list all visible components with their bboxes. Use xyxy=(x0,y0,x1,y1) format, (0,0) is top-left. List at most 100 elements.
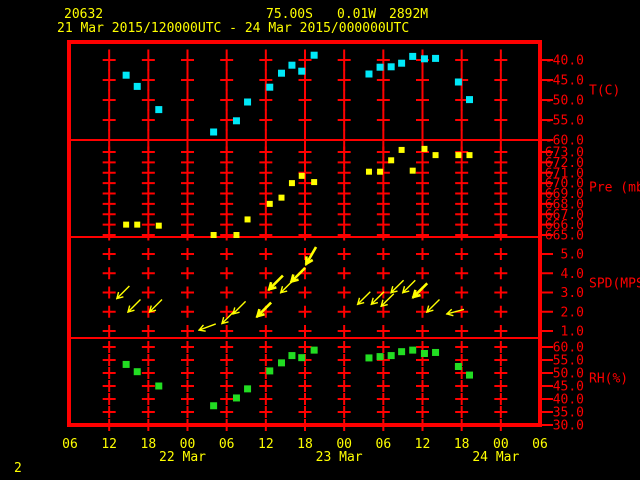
relative-humidity-point xyxy=(288,352,296,360)
relative-humidity-point xyxy=(122,360,130,368)
wind-arrow xyxy=(445,308,465,317)
panel-unit-label: Pre (mb) xyxy=(589,181,640,196)
wind-arrow xyxy=(255,301,273,319)
x-hour-label: 06 xyxy=(219,437,235,452)
temperature-point xyxy=(232,117,240,125)
station-latitude: 75.00S xyxy=(266,7,313,22)
wind-arrow xyxy=(289,266,307,284)
x-hour-label: 12 xyxy=(258,437,274,452)
temperature-point xyxy=(398,59,406,67)
x-date-label: 24 Mar xyxy=(472,450,519,465)
panel-unit-label: SPD(MPS) xyxy=(589,277,640,292)
x-date-label: 22 Mar xyxy=(159,450,206,465)
y-tick-label: -60.0 xyxy=(545,134,584,149)
y-tick-label: 669.0 xyxy=(545,187,584,202)
relative-humidity-point xyxy=(365,354,373,362)
pressure-point xyxy=(432,152,439,159)
relative-humidity-point xyxy=(409,346,417,354)
pressure-point xyxy=(388,157,395,164)
relative-humidity-point xyxy=(454,363,462,370)
pressure-point xyxy=(377,168,384,175)
temperature-point xyxy=(244,98,252,106)
relative-humidity-point xyxy=(376,353,384,361)
relative-humidity-point xyxy=(298,354,306,362)
pressure-point xyxy=(244,216,251,223)
station-elevation: 2892M xyxy=(389,7,429,22)
pressure-point xyxy=(233,232,240,238)
pressure-point xyxy=(466,152,473,159)
wind-arrow xyxy=(380,293,395,308)
temperature-point xyxy=(376,63,384,71)
y-tick-label: -55.0 xyxy=(545,114,584,129)
wind-arrow xyxy=(411,282,429,299)
x-hour-label: 18 xyxy=(141,437,157,452)
y-tick-label: 50.0 xyxy=(553,367,584,382)
pressure-point xyxy=(455,152,462,159)
x-hour-label: 00 xyxy=(180,437,196,452)
temperature-point xyxy=(454,78,462,86)
x-hour-label: 00 xyxy=(336,437,352,452)
relative-humidity-point xyxy=(232,394,240,402)
x-hour-label: 06 xyxy=(532,437,548,452)
y-tick-label: 5.0 xyxy=(561,248,584,263)
y-tick-label: 45.0 xyxy=(553,380,584,395)
station-longitude: 0.01W xyxy=(337,7,377,22)
x-hour-label: 18 xyxy=(454,437,470,452)
x-hour-label: 06 xyxy=(376,437,392,452)
temperature-point xyxy=(387,63,395,71)
y-tick-label: 35.0 xyxy=(553,406,584,421)
page-number: 2 xyxy=(14,461,22,476)
y-tick-label: 55.0 xyxy=(553,354,584,369)
y-tick-label: 4.0 xyxy=(561,267,584,282)
temperature-point xyxy=(365,70,373,78)
relative-humidity-point xyxy=(155,382,163,390)
wind-arrow xyxy=(127,299,141,313)
wind-arrow xyxy=(267,274,284,292)
pressure-point xyxy=(365,168,372,175)
relative-humidity-point xyxy=(466,371,473,379)
y-tick-label: 30.0 xyxy=(553,419,584,434)
temperature-point xyxy=(122,71,130,79)
wind-arrow xyxy=(148,299,163,314)
pressure-point xyxy=(134,221,141,228)
x-hour-label: 12 xyxy=(415,437,431,452)
relative-humidity-point xyxy=(432,348,440,356)
y-tick-label: 60.0 xyxy=(553,341,584,356)
relative-humidity-point xyxy=(133,368,141,376)
y-tick-label: 672.0 xyxy=(545,156,584,171)
y-tick-label: -40.0 xyxy=(545,54,584,69)
pressure-point xyxy=(288,180,295,187)
x-hour-label: 00 xyxy=(493,437,509,452)
pressure-point xyxy=(298,172,305,179)
station-id: 20632 xyxy=(64,7,104,22)
y-tick-label: 670.0 xyxy=(545,177,584,192)
temperature-point xyxy=(288,61,296,69)
wind-arrow xyxy=(370,291,385,306)
temperature-point xyxy=(155,106,163,114)
wind-arrow xyxy=(197,323,216,332)
temperature-point xyxy=(266,83,274,91)
temperature-point xyxy=(298,67,306,75)
temperature-point xyxy=(420,55,428,63)
wind-arrow xyxy=(221,310,235,325)
wind-arrow xyxy=(425,299,440,314)
y-tick-label: 671.0 xyxy=(545,166,584,181)
y-tick-label: 2.0 xyxy=(561,305,584,320)
relative-humidity-point xyxy=(244,385,252,393)
temperature-point xyxy=(409,52,417,60)
x-hour-label: 18 xyxy=(297,437,313,452)
y-tick-label: 40.0 xyxy=(553,393,584,408)
relative-humidity-point xyxy=(310,346,318,354)
y-tick-label: 665.0 xyxy=(545,229,584,244)
wind-arrow xyxy=(401,279,416,294)
relative-humidity-point xyxy=(266,367,274,375)
temperature-point xyxy=(310,51,318,59)
y-tick-label: 673.0 xyxy=(545,146,584,161)
temperature-point xyxy=(210,128,218,136)
panel-unit-label: T(C) xyxy=(589,84,620,99)
pressure-point xyxy=(398,146,405,153)
panel-unit-label: RH(%) xyxy=(589,372,628,387)
relative-humidity-point xyxy=(278,359,285,367)
